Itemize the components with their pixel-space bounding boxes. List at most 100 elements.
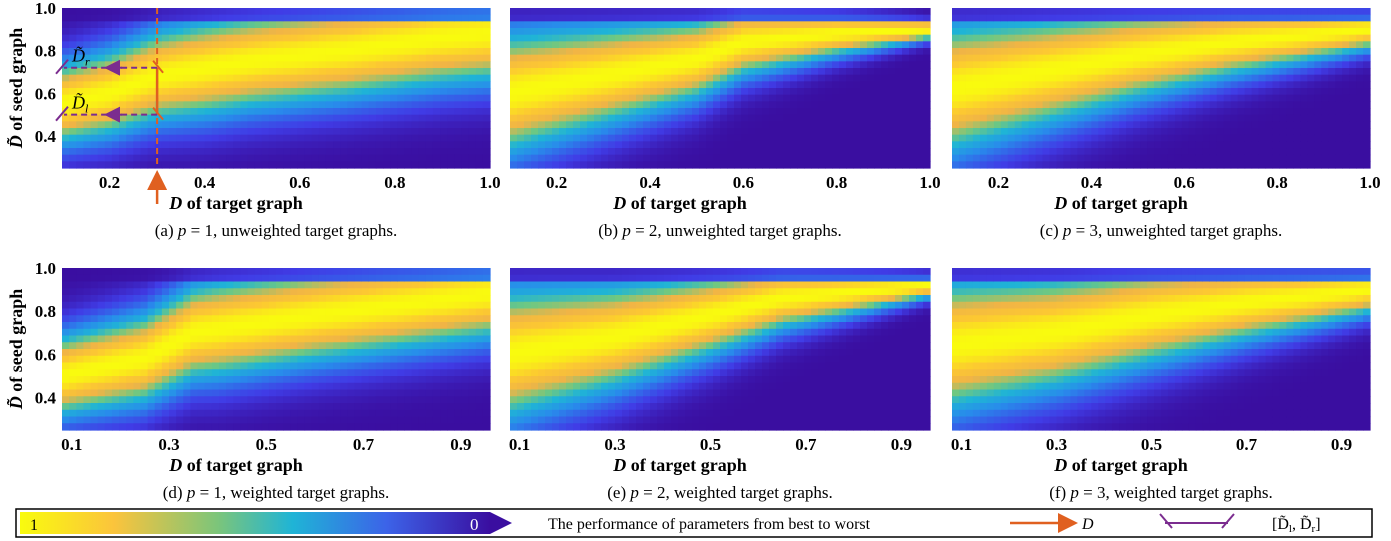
heatmap-cell [867,14,875,22]
heatmap-cell [240,34,249,42]
heatmap-cell [692,94,700,102]
heatmap-cell [1021,161,1030,169]
heatmap-cell [461,41,470,49]
heatmap-cell [1265,148,1274,156]
heatmap-cell [629,8,637,16]
heatmap-cell [261,8,270,16]
heatmap-cell [650,161,658,169]
heatmap-cell [1286,161,1294,169]
heatmap-cell [1265,48,1274,56]
heatmap-cell [727,41,735,49]
heatmap-cell [797,108,805,116]
heatmap-cell [601,154,609,162]
heatmap-cell [559,134,567,142]
heatmap-cell [62,41,70,49]
heatmap-cell [916,128,924,136]
heatmap-cell [390,94,398,102]
heatmap-cell [594,101,602,109]
heatmap-cell [375,28,384,36]
heatmap-cell [1307,128,1315,136]
heatmap-cell [211,376,220,384]
heatmap-cell [482,41,491,49]
heatmap-cell [404,154,413,162]
heatmap-cell [622,74,630,82]
heatmap-cell [204,403,213,411]
heatmap-cell [657,128,665,136]
heatmap-cell [1105,114,1113,122]
heatmap-cell [692,154,700,162]
heatmap-cell [952,21,960,29]
heatmap-cell [261,81,270,89]
heatmap-cell [211,281,220,289]
heatmap-cell [69,315,77,323]
heatmap-cell [83,81,92,89]
heatmap-cell [671,34,679,42]
heatmap-cell [176,128,184,136]
heatmap-cell [888,61,896,69]
heatmap-cell [1328,14,1336,22]
heatmap-cell [283,74,291,82]
heatmap-cell [147,342,156,350]
interval-tick-r [55,59,69,75]
heatmap-cell [218,74,227,82]
heatmap-cell [383,94,391,102]
heatmap-cell [1007,74,1016,82]
heatmap-cell [727,68,735,76]
heatmap-cell [517,148,525,156]
heatmap-cell [126,161,134,169]
heatmap-cell [111,349,120,357]
heatmap-cell [678,41,686,49]
heatmap-cell [825,14,833,22]
heatmap-cell [111,121,120,129]
heatmap-cell [979,94,988,102]
heatmap-cell [226,61,234,69]
heatmap-cell [608,134,616,142]
heatmap-cell [133,295,142,303]
heatmap-cell [1230,68,1239,76]
heatmap-cell [397,148,405,156]
heatmap-cell [902,128,910,136]
heatmap-cell [636,61,644,69]
heatmap-cell [104,322,113,330]
heatmap-cell [1021,108,1030,116]
heatmap-cell [1202,88,1211,96]
heatmap-cell [197,342,206,350]
heatmap-cell [769,54,777,62]
heatmap-cell [1335,34,1343,42]
heatmap-cell [692,141,700,149]
heatmap-cell [832,101,840,109]
heatmap-cell [76,409,84,418]
heatmap-cell [1154,48,1162,56]
heatmap-cell [601,148,609,156]
heatmap-cell [601,74,609,82]
heatmap-cell [552,21,560,29]
heatmap-cell [706,114,714,122]
heatmap-cell [183,315,191,323]
heatmap-cell [368,121,377,129]
heatmap-cell [190,21,199,29]
heatmap-cell [1209,114,1218,122]
heatmap-cell [1154,54,1162,62]
heatmap-cell [240,349,249,357]
heatmap-cell [664,128,672,136]
heatmap-cell [190,301,199,310]
heatmap-cell [1028,154,1037,162]
heatmap-cell [475,54,484,62]
heatmap-cell [69,34,77,42]
heatmap-cell [741,61,749,69]
heatmap-cell [1167,121,1176,129]
heatmap-cell [169,288,177,296]
heatmap-cell [240,161,249,169]
heatmap-cell [867,34,875,42]
heatmap-cell [1077,128,1085,136]
heatmap-cell [664,101,672,109]
heatmap-cell [119,322,127,330]
heatmap-cell [1126,154,1134,162]
heatmap-cell [1293,48,1301,56]
heatmap-cell [1230,134,1239,142]
heatmap-cell [161,34,170,42]
heatmap-cell [1300,34,1308,42]
heatmap-cell [657,21,665,29]
heatmap-cell [1300,81,1308,89]
heatmap-cell [783,14,791,22]
